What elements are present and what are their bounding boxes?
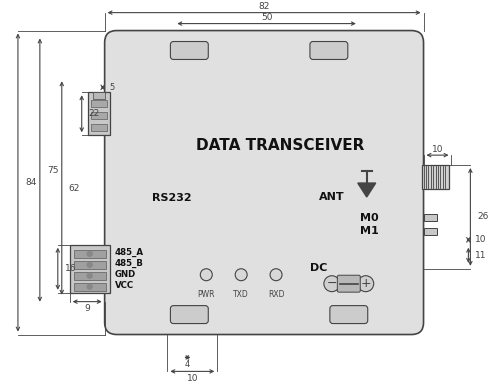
Circle shape bbox=[235, 269, 247, 281]
Text: RS232: RS232 bbox=[152, 193, 192, 203]
Circle shape bbox=[87, 273, 92, 278]
Text: 22: 22 bbox=[89, 109, 100, 118]
Text: 16: 16 bbox=[65, 264, 76, 273]
Text: +: + bbox=[361, 277, 371, 290]
Text: 4: 4 bbox=[185, 360, 190, 369]
Text: 50: 50 bbox=[261, 13, 272, 22]
Text: 485_A: 485_A bbox=[115, 248, 144, 257]
Text: 10: 10 bbox=[187, 374, 198, 383]
Text: 485_B: 485_B bbox=[115, 259, 144, 268]
FancyBboxPatch shape bbox=[105, 31, 423, 334]
Bar bbox=[74, 261, 106, 269]
Text: 84: 84 bbox=[25, 178, 36, 187]
Bar bbox=[91, 124, 107, 131]
Bar bbox=[423, 214, 438, 221]
Text: 10: 10 bbox=[475, 236, 487, 244]
Text: DATA TRANSCEIVER: DATA TRANSCEIVER bbox=[196, 138, 364, 152]
Bar bbox=[70, 245, 110, 293]
Text: −: − bbox=[327, 277, 337, 290]
Text: VCC: VCC bbox=[115, 281, 134, 290]
Text: 5: 5 bbox=[110, 83, 115, 92]
Text: PWR: PWR bbox=[197, 290, 215, 299]
FancyBboxPatch shape bbox=[337, 275, 360, 292]
Text: RXD: RXD bbox=[268, 290, 284, 299]
Bar bbox=[74, 283, 106, 291]
Text: DC: DC bbox=[310, 263, 328, 273]
Circle shape bbox=[87, 262, 92, 267]
Bar bbox=[93, 92, 105, 99]
Text: ANT: ANT bbox=[319, 192, 345, 202]
Bar bbox=[74, 272, 106, 280]
Circle shape bbox=[270, 269, 282, 281]
Circle shape bbox=[200, 269, 212, 281]
Bar bbox=[88, 92, 110, 135]
Bar bbox=[423, 228, 438, 235]
FancyBboxPatch shape bbox=[330, 306, 368, 324]
Circle shape bbox=[87, 284, 92, 289]
Text: 82: 82 bbox=[258, 2, 270, 11]
FancyBboxPatch shape bbox=[171, 42, 208, 59]
Text: 62: 62 bbox=[69, 184, 80, 192]
Text: M1: M1 bbox=[360, 226, 379, 236]
Text: 75: 75 bbox=[47, 166, 58, 175]
Text: 9: 9 bbox=[84, 304, 90, 313]
FancyBboxPatch shape bbox=[310, 42, 348, 59]
Text: 11: 11 bbox=[475, 251, 487, 260]
Bar bbox=[74, 250, 106, 258]
Text: GND: GND bbox=[115, 270, 136, 279]
Polygon shape bbox=[358, 183, 376, 197]
Bar bbox=[91, 100, 107, 107]
Text: 26: 26 bbox=[477, 212, 489, 222]
FancyBboxPatch shape bbox=[171, 306, 208, 324]
Circle shape bbox=[358, 276, 374, 292]
Bar bbox=[91, 112, 107, 119]
Text: TXD: TXD bbox=[233, 290, 249, 299]
Text: 10: 10 bbox=[432, 145, 443, 154]
Circle shape bbox=[87, 251, 92, 256]
Text: M0: M0 bbox=[360, 213, 379, 223]
Circle shape bbox=[324, 276, 340, 292]
Bar bbox=[421, 165, 449, 189]
